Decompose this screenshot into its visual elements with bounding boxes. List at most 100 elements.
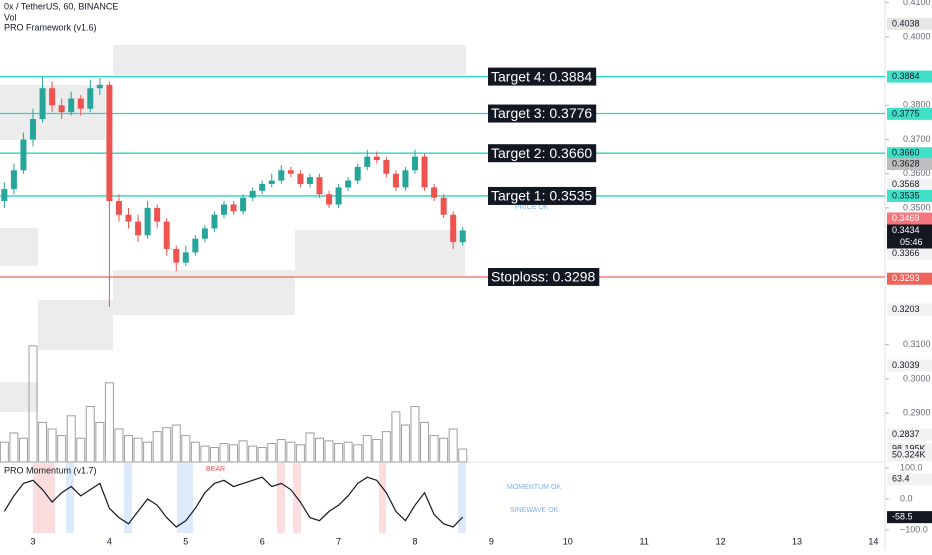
framework-zones: [0, 45, 466, 412]
candle-body: [316, 177, 323, 195]
volume-bar: [238, 440, 248, 463]
volume-bar: [18, 437, 28, 463]
volume-bar: [76, 437, 86, 463]
price-label: 0.3434: [892, 225, 920, 235]
price-label: 0.3568: [892, 179, 920, 189]
level-box: [488, 104, 597, 123]
candle-body: [20, 139, 27, 171]
candle-body: [459, 230, 466, 243]
candle-body: [10, 170, 17, 190]
candle-body: [68, 98, 75, 113]
level-box: [488, 267, 600, 286]
momentum-label-box: [887, 511, 932, 524]
volume-bar: [133, 437, 143, 463]
momentum-ok: MOMENTUM OK: [507, 484, 561, 491]
volume-bar: [276, 439, 286, 463]
x-tick-label: 3: [30, 536, 35, 546]
price-label-box: [887, 272, 932, 285]
volume-bar: [114, 428, 124, 463]
price-label: 0.3039: [892, 360, 920, 370]
candle-body: [402, 170, 409, 188]
volume-bar: [353, 444, 363, 463]
candle-body: [115, 201, 122, 215]
volume-bar: [0, 441, 9, 463]
volume-bar: [410, 406, 420, 463]
y-tick-label: 0.3000: [903, 373, 931, 383]
price-label-box: [887, 247, 932, 260]
momentum-tick-label: 100.0: [900, 462, 923, 472]
momentum-tick-label: −100.0: [900, 524, 928, 534]
countdown: 05:46: [900, 237, 923, 247]
volume-bar: [314, 437, 324, 463]
volume-bar: [209, 446, 219, 463]
candle-body: [249, 190, 256, 198]
volume-bar: [458, 448, 468, 463]
candle-body: [58, 105, 65, 113]
momentum-tick-label: 0.0: [900, 493, 913, 503]
candle-body: [297, 173, 304, 184]
price-label-box: [887, 178, 932, 191]
price-ok: PRICE OK: [515, 204, 549, 211]
momentum-title: PRO Momentum (v1.7): [4, 465, 97, 475]
candle-body: [278, 170, 285, 181]
y-tick-label: 0.3500: [903, 202, 931, 212]
volume-title: Vol: [4, 12, 17, 22]
candle-body: [106, 84, 113, 202]
volume-bar: [334, 443, 344, 463]
candle-body: [30, 119, 37, 140]
price-label: 0.3535: [892, 190, 920, 200]
candle-body: [230, 204, 237, 212]
volume-bar: [47, 428, 57, 463]
price-label-box: [887, 359, 932, 372]
volume-bar: [372, 439, 382, 463]
candle-body: [144, 207, 151, 236]
candle-body: [192, 238, 199, 253]
candle-body: [335, 187, 342, 205]
candle-body: [354, 166, 361, 181]
candle-body: [268, 180, 275, 184]
candle-body: [383, 160, 390, 174]
level-label: Stoploss: 0.3298: [491, 269, 596, 285]
level-label: Target 1: 0.3535: [491, 188, 592, 204]
x-tick-label: 14: [868, 536, 878, 546]
volume-bar: [57, 435, 67, 463]
candle-body: [240, 197, 247, 212]
price-label-box: [887, 70, 932, 83]
volume-bar: [66, 415, 76, 463]
price-label-box: [887, 17, 932, 30]
volume-bar: [248, 445, 258, 463]
volume-bar: [257, 446, 267, 463]
y-tick-label: 0.3700: [903, 134, 931, 144]
momentum-line: [3, 476, 464, 528]
x-tick-label: 12: [716, 536, 726, 546]
sinewave-ok: SINEWAVE OK: [510, 507, 559, 514]
y-tick-label: 0.3600: [903, 168, 931, 178]
candle-body: [182, 252, 189, 263]
candle-body: [440, 197, 447, 215]
candle-body: [450, 214, 457, 243]
candle-body: [173, 248, 180, 263]
volume-bar: [391, 411, 401, 463]
candle-body: [125, 214, 132, 222]
volume-bar: [305, 432, 315, 463]
candle-body: [326, 194, 333, 205]
volume-bar: [28, 345, 38, 463]
volume-bar: [171, 424, 181, 463]
y-tick-label: 0.3800: [903, 100, 931, 110]
volume-bar: [429, 435, 439, 463]
price-label: 0.2837: [892, 429, 920, 439]
price-label: 0.3660: [892, 148, 920, 158]
x-tick-label: 4: [107, 536, 112, 546]
volume-bar: [324, 440, 334, 463]
volume-bar: [85, 406, 95, 463]
y-tick-label: 0.3100: [903, 339, 931, 349]
volume-bar: [104, 382, 114, 463]
volume-bar: [439, 437, 449, 463]
volume-bar: [267, 443, 277, 463]
volume-bar: [343, 441, 353, 463]
symbol: 0x / TetherUS, 60, BINANCE: [4, 1, 118, 11]
candle-body: [96, 84, 103, 89]
volume-bar: [448, 428, 458, 463]
volume-bar: [162, 427, 172, 463]
